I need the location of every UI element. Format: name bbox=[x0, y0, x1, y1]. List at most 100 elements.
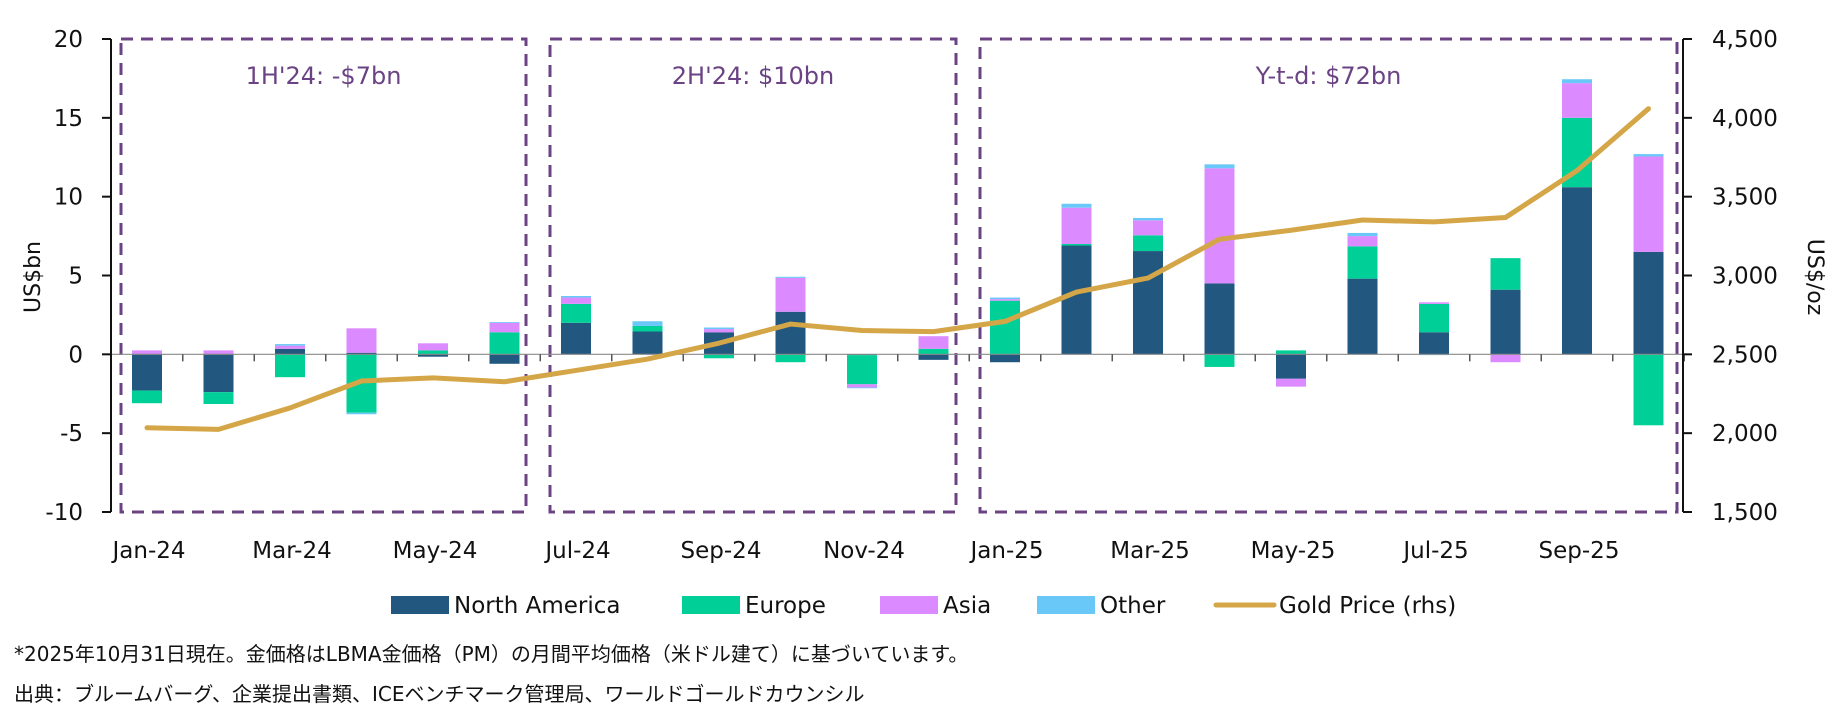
bar-segment-asia bbox=[203, 350, 234, 355]
bar-segment-asia bbox=[1419, 302, 1449, 304]
right-tick-label: 3,500 bbox=[1712, 185, 1778, 211]
bar-segment-asia bbox=[704, 329, 734, 333]
bar-segment-europe bbox=[775, 354, 806, 363]
bar-segment-north-america bbox=[489, 354, 520, 364]
bar-segment-europe bbox=[918, 348, 949, 355]
right-tick-label: 4,000 bbox=[1712, 106, 1778, 132]
x-tick-label: Jan-24 bbox=[110, 538, 185, 564]
gold-price-series bbox=[144, 106, 1651, 432]
period-label: 1H'24: -$7bn bbox=[246, 62, 402, 90]
left-tick-label: 5 bbox=[68, 264, 83, 290]
bar-segment-europe bbox=[1490, 258, 1521, 290]
bar-segment-europe bbox=[203, 392, 234, 404]
bar-segment-asia bbox=[1633, 156, 1664, 252]
bar-segment-asia bbox=[418, 343, 448, 351]
bar-segment-asia bbox=[1347, 236, 1378, 247]
left-tick-label: 0 bbox=[68, 342, 83, 368]
x-tick-label: Jul-25 bbox=[1401, 538, 1468, 564]
bar-segment-other bbox=[1633, 154, 1664, 157]
bar-segment-asia bbox=[1276, 378, 1306, 387]
bar-segment-other bbox=[990, 297, 1020, 300]
bar-segment-north-america bbox=[1419, 332, 1449, 355]
bar-segment-other bbox=[561, 295, 591, 298]
bar-segment-europe bbox=[1633, 354, 1664, 426]
period-box bbox=[978, 37, 1679, 514]
bar-segment-asia bbox=[775, 277, 806, 312]
left-tick-label: 15 bbox=[54, 106, 83, 132]
bar-segment-europe bbox=[132, 390, 162, 404]
bar-segment-other bbox=[847, 387, 877, 389]
bar-segment-asia bbox=[1562, 83, 1592, 118]
legend-label: Gold Price (rhs) bbox=[1279, 593, 1456, 619]
bar-segment-north-america bbox=[418, 354, 448, 357]
legend-label: Asia bbox=[943, 593, 991, 619]
bar-segment-north-america bbox=[1061, 245, 1092, 355]
right-tick-label: 3,000 bbox=[1712, 264, 1778, 290]
x-tick-label: May-24 bbox=[393, 538, 478, 564]
bar-segment-other bbox=[632, 321, 663, 326]
legend-swatch-north-america bbox=[391, 596, 449, 614]
legend-label: Europe bbox=[745, 593, 826, 619]
bar-segment-europe bbox=[704, 354, 734, 359]
bar-segment-asia bbox=[346, 328, 377, 353]
bar-segment-north-america bbox=[1204, 283, 1235, 355]
bar-segment-north-america bbox=[1562, 187, 1592, 355]
x-tick-label: Mar-25 bbox=[1110, 538, 1190, 564]
x-tick-label: Sep-24 bbox=[681, 538, 762, 564]
bar-segment-europe bbox=[1419, 303, 1449, 333]
legend-swatch-asia bbox=[880, 596, 938, 614]
left-tick-label: -5 bbox=[60, 421, 83, 447]
bar-segment-asia bbox=[489, 322, 520, 333]
bar-segment-other bbox=[1347, 232, 1378, 237]
period-label: 2H'24: $10bn bbox=[672, 62, 834, 90]
bar-segment-north-america bbox=[632, 331, 663, 355]
bar-segment-europe bbox=[1204, 354, 1235, 367]
bar-segment-asia bbox=[1133, 220, 1163, 236]
x-tick-label: Mar-24 bbox=[252, 538, 332, 564]
bar-segment-europe bbox=[489, 332, 520, 355]
bar-segment-north-america bbox=[1633, 251, 1664, 355]
right-tick-label: 4,500 bbox=[1712, 27, 1778, 53]
x-axis-labels: Jan-24 Mar-24 May-24 Jul-24 Sep-24 Nov-24 Jan-… bbox=[110, 538, 1619, 564]
period-box bbox=[548, 37, 958, 514]
bar-segment-north-america bbox=[275, 348, 305, 355]
right-tick-label: 1,500 bbox=[1712, 500, 1778, 526]
bar-segment-asia bbox=[275, 345, 305, 349]
bar-segment-asia bbox=[847, 384, 877, 388]
footnote-note: *2025年10月31日現在。金価格はLBMA金価格（PM）の月間平均価格（米ド… bbox=[14, 642, 969, 666]
x-tick-label: Jul-24 bbox=[543, 538, 610, 564]
footnote-source: 出典：ブルームバーグ、企業提出書類、ICEベンチマーク管理局、ワールドゴールドカ… bbox=[14, 682, 865, 706]
legend: North America Europe Asia Other Gold Price (… bbox=[391, 593, 1456, 619]
bar-segment-asia bbox=[132, 350, 162, 355]
bar-segment-north-america bbox=[990, 354, 1020, 363]
right-axis-title: US$/oz bbox=[1802, 239, 1827, 315]
x-tick-label: Jan-25 bbox=[968, 538, 1043, 564]
bar-segment-north-america bbox=[1276, 354, 1306, 379]
bar-segment-europe bbox=[847, 355, 877, 385]
legend-swatch-other bbox=[1037, 596, 1095, 614]
bar-segment-other bbox=[1204, 164, 1235, 169]
left-tick-label: -10 bbox=[45, 500, 83, 526]
bar-segment-north-america bbox=[1133, 251, 1163, 355]
bar-segment-north-america bbox=[132, 354, 162, 391]
bar-segment-europe bbox=[561, 303, 591, 323]
legend-label: Other bbox=[1100, 593, 1166, 619]
left-y-axis: 20 15 10 5 0 -5 -10 bbox=[45, 27, 112, 526]
period-label: Y-t-d: $72bn bbox=[1255, 62, 1402, 90]
bar-segment-asia bbox=[1061, 207, 1092, 244]
period-annotations: 1H'24: -$7bn 2H'24: $10bn Y-t-d: $72bn bbox=[119, 37, 1679, 514]
gold-price-line bbox=[144, 106, 1651, 432]
bar-segment-other bbox=[346, 412, 377, 415]
bar-segment-europe bbox=[1133, 235, 1163, 252]
bar-segment-north-america bbox=[561, 322, 591, 355]
bar-segment-north-america bbox=[346, 352, 377, 355]
bar-segment-other bbox=[275, 344, 305, 346]
bar-segment-europe bbox=[632, 325, 663, 332]
bar-segment-other bbox=[704, 327, 734, 330]
legend-swatch-europe bbox=[682, 596, 740, 614]
bar-segment-europe bbox=[1276, 350, 1306, 355]
bar-segment-asia bbox=[1204, 168, 1235, 284]
x-tick-label: May-25 bbox=[1251, 538, 1336, 564]
bar-segment-other bbox=[775, 276, 806, 278]
bar-segment-north-america bbox=[1347, 278, 1378, 355]
